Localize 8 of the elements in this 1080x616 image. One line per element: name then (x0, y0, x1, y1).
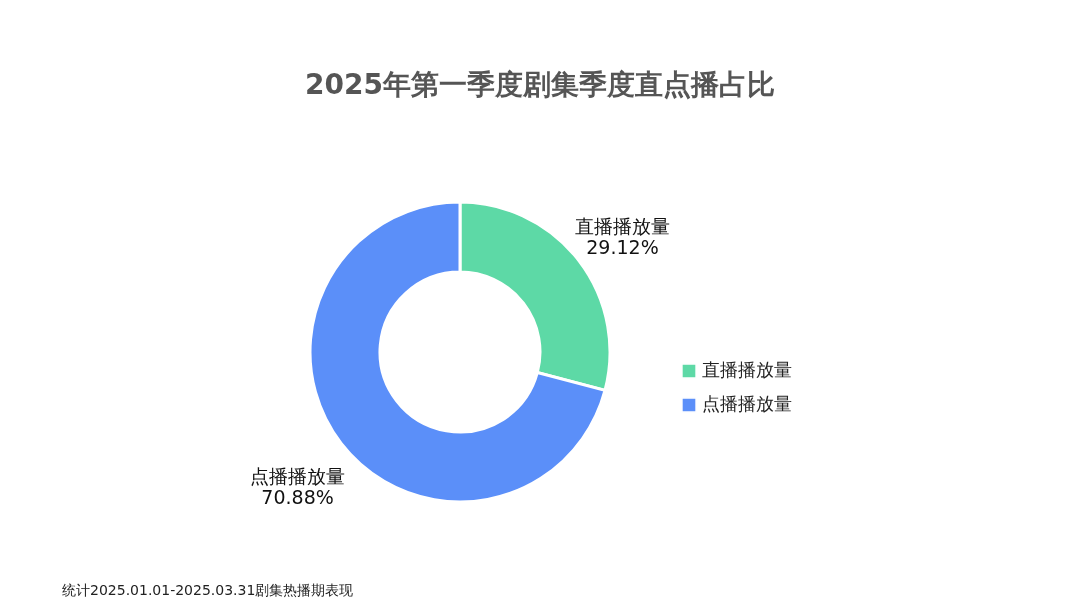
data-label: 70.88% (261, 486, 334, 509)
data-label: 29.12% (586, 235, 659, 258)
slice-label: 直播播放量 (574, 214, 670, 237)
chart-title: 2025年第一季度剧集季度直点播占比 (305, 68, 775, 101)
legend-label: 直播播放量 (702, 359, 792, 380)
legend-label: 点播播放量 (702, 393, 792, 414)
slice-label: 点播播放量 (250, 465, 346, 488)
text: 统计2025.01.01-2025.03.31剧集热播期表现 (62, 582, 354, 598)
